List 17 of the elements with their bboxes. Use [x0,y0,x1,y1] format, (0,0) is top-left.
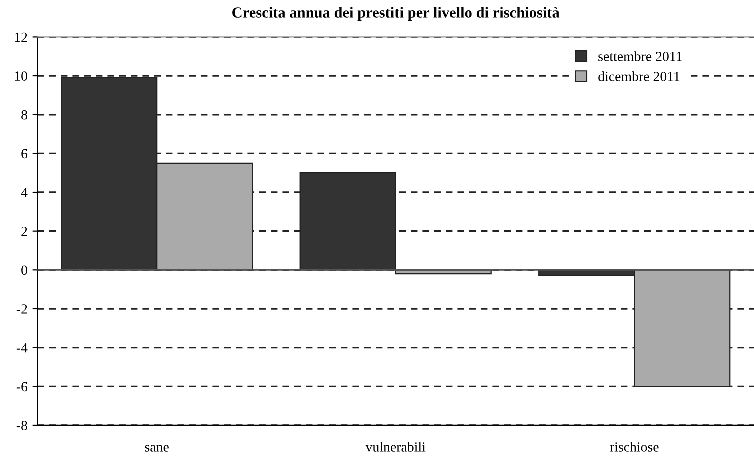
y-tick-label: -6 [16,382,28,392]
y-tick-label: 12 [15,32,28,42]
y-tick-label: -8 [16,421,28,430]
x-tick-label: rischiose [610,442,659,452]
y-tick-label: 4 [21,188,28,198]
x-tick-label: sane [145,445,169,452]
y-tick-label: -4 [16,343,28,353]
y-tick-label: -2 [16,304,28,314]
y-tick-label: 8 [22,110,28,120]
legend-label: dicembre 2011 [598,72,680,82]
legend-label: settembre 2011 [598,52,682,62]
y-tick-label: 10 [15,72,28,81]
chart-title: Crescita annua dei prestiti per livello di rischiosità [232,7,560,22]
y-tick-label: 2 [22,226,28,236]
x-tick-label: vulnerabili [366,442,426,452]
y-tick-label: 6 [22,149,28,159]
y-tick-label: 0 [22,266,28,276]
